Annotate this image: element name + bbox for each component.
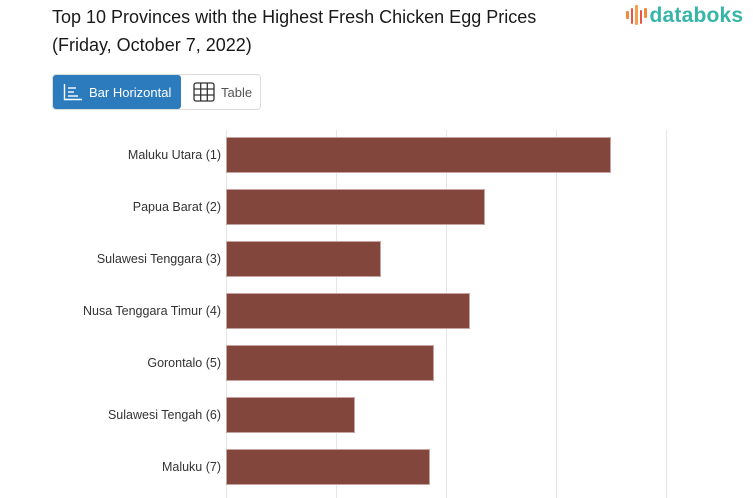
bar[interactable]: [226, 449, 430, 485]
category-label: Maluku (7): [161, 460, 221, 474]
bar-horizontal-icon: [63, 84, 82, 101]
logo-text: databoks: [649, 4, 744, 27]
title-line-1: Top 10 Provinces with the Highest Fresh …: [52, 7, 537, 27]
bar-row: Sulawesi Tenggara (3): [0, 241, 753, 277]
bar-row: Sulawesi Tengah (6): [0, 397, 753, 433]
databoks-logo[interactable]: databoks: [626, 4, 743, 28]
bar[interactable]: [226, 189, 485, 225]
bar[interactable]: [226, 293, 470, 329]
category-label: Gorontalo (5): [147, 356, 221, 370]
view-toggle: Bar Horizontal Table: [52, 74, 261, 110]
bar-chart: Maluku Utara (1) Papua Barat (2) Sulawesi …: [0, 130, 753, 498]
table-label: Table: [221, 84, 253, 100]
bar-horizontal-button[interactable]: Bar Horizontal: [53, 75, 181, 109]
category-label: Maluku Utara (1): [127, 148, 221, 162]
chart-title: Top 10 Provinces with the Highest Fresh …: [52, 3, 612, 59]
bar-horizontal-label: Bar Horizontal: [89, 84, 172, 100]
title-line-2: (Friday, October 7, 2022): [52, 35, 252, 55]
bar-row: Papua Barat (2): [0, 189, 753, 225]
table-grid-icon: [193, 82, 215, 102]
databoks-bars-icon: [626, 5, 647, 27]
bar-row: Maluku (7): [0, 449, 753, 485]
gridline: [666, 130, 667, 498]
category-label: Sulawesi Tengah (6): [107, 408, 221, 422]
bar[interactable]: [226, 345, 434, 381]
category-label: Papua Barat (2): [132, 200, 221, 214]
category-label: Sulawesi Tenggara (3): [96, 252, 221, 266]
bar-row: Maluku Utara (1): [0, 137, 753, 173]
bar-row: Gorontalo (5): [0, 345, 753, 381]
gridline: [556, 130, 557, 498]
bar[interactable]: [226, 397, 355, 433]
bar[interactable]: [226, 241, 381, 277]
bar-row: Nusa Tenggara Timur (4): [0, 293, 753, 329]
table-button[interactable]: Table: [181, 75, 252, 109]
bar[interactable]: [226, 137, 611, 173]
category-label: Nusa Tenggara Timur (4): [82, 304, 221, 318]
